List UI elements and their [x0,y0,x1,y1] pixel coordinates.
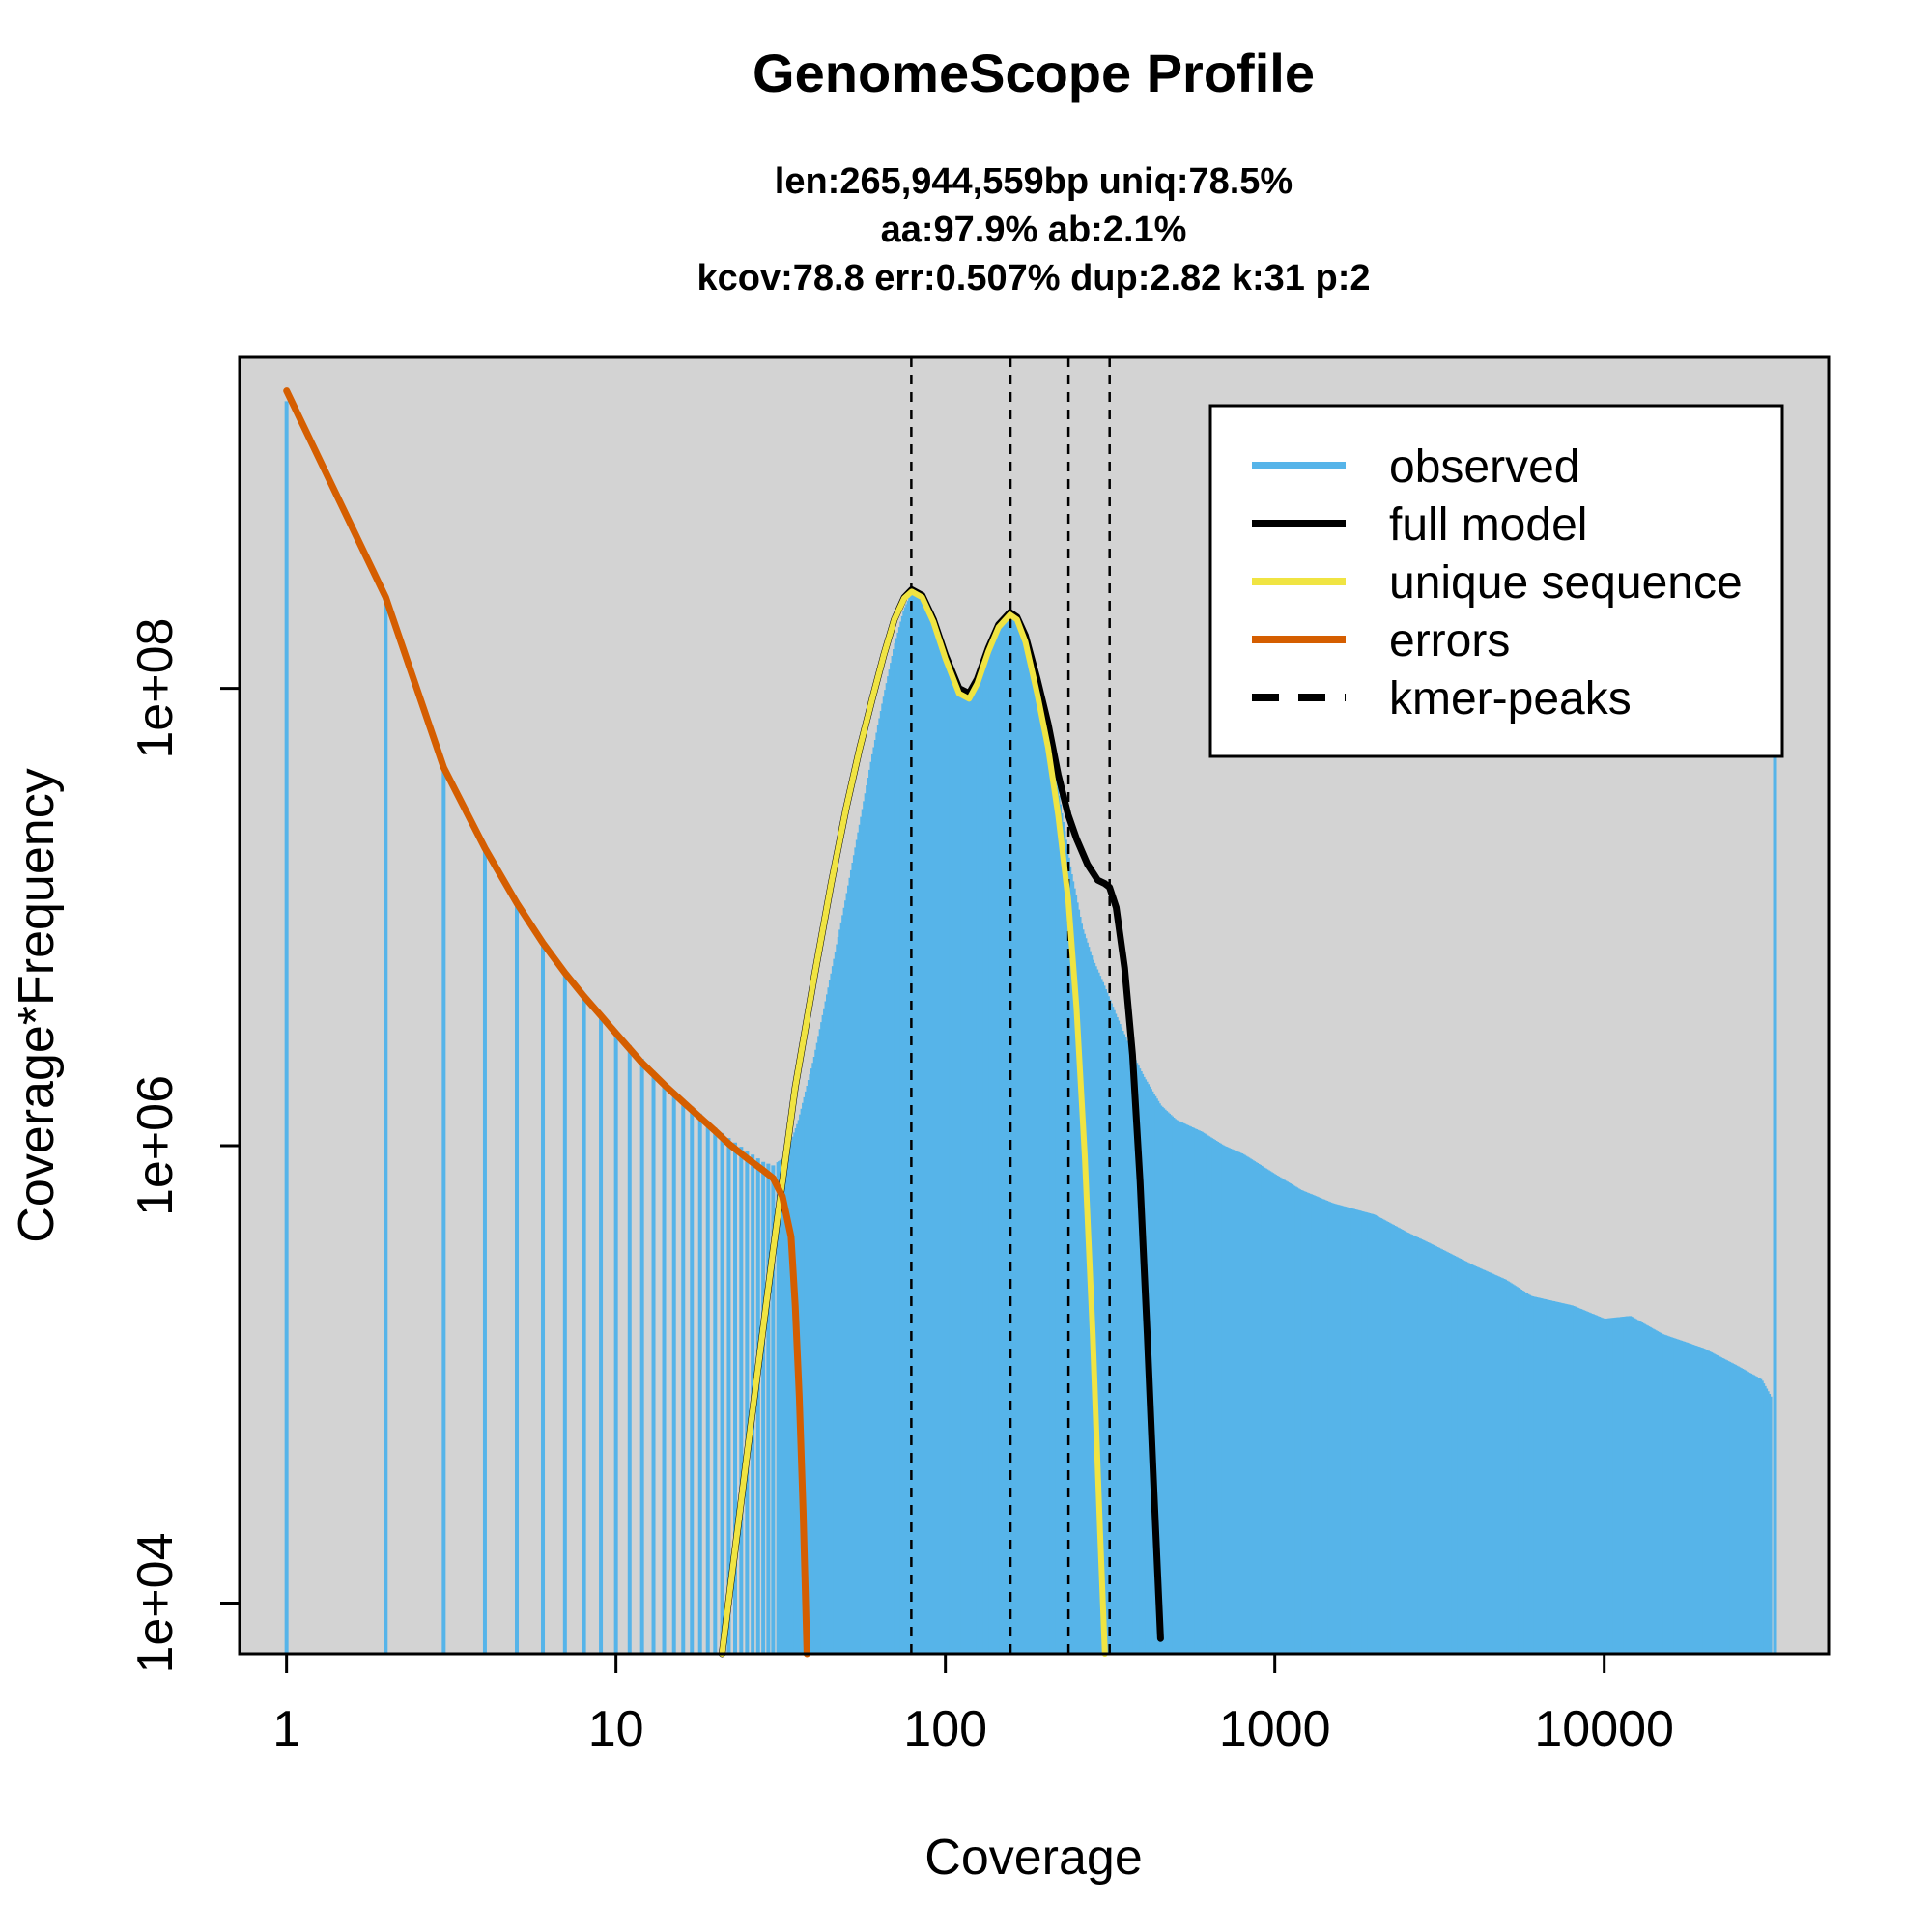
x-axis-label: Coverage [924,1830,1142,1886]
y-tick-label: 1e+08 [128,618,184,759]
legend-entry-errors: errors [1389,615,1510,667]
x-axis: 1 10 100 1000 10000 [272,1654,1674,1757]
x-tick-label: 10000 [1534,1701,1674,1757]
y-axis-label: Coverage*Frequency [9,768,65,1242]
unique-sequence-line [719,588,1108,1657]
legend: observed full model unique sequence errors k… [1208,404,1784,758]
observed-series [284,401,1777,1654]
y-axis: 1e+04 1e+06 1e+08 [128,618,240,1674]
legend-entry-full-model: full model [1389,499,1587,551]
y-tick-label: 1e+06 [128,1075,184,1216]
y-tick-label: 1e+04 [128,1532,184,1673]
kmer-peaks-layer [910,357,1111,1654]
x-tick-label: 1000 [1219,1701,1331,1757]
legend-entry-kmer-peaks: kmer-peaks [1389,673,1632,724]
chart-title: GenomeScope Profile [753,43,1315,103]
chart-subtitle-line-3: kcov:78.8 err:0.507% dup:2.82 k:31 p:2 [696,258,1370,298]
plot-frame [238,355,1831,1656]
model-lines-layer [283,387,1164,1658]
x-tick-label: 10 [588,1701,644,1757]
x-tick-label: 1 [272,1701,300,1757]
legend-entry-unique-sequence: unique sequence [1389,557,1743,609]
chart-subtitle-line-1: len:265,944,559bp uniq:78.5% [775,161,1293,202]
x-tick-label: 100 [903,1701,987,1757]
legend-entry-observed: observed [1389,441,1579,493]
chart-subtitle-line-2: aa:97.9% ab:2.1% [881,210,1187,250]
errors-line [283,387,810,1658]
